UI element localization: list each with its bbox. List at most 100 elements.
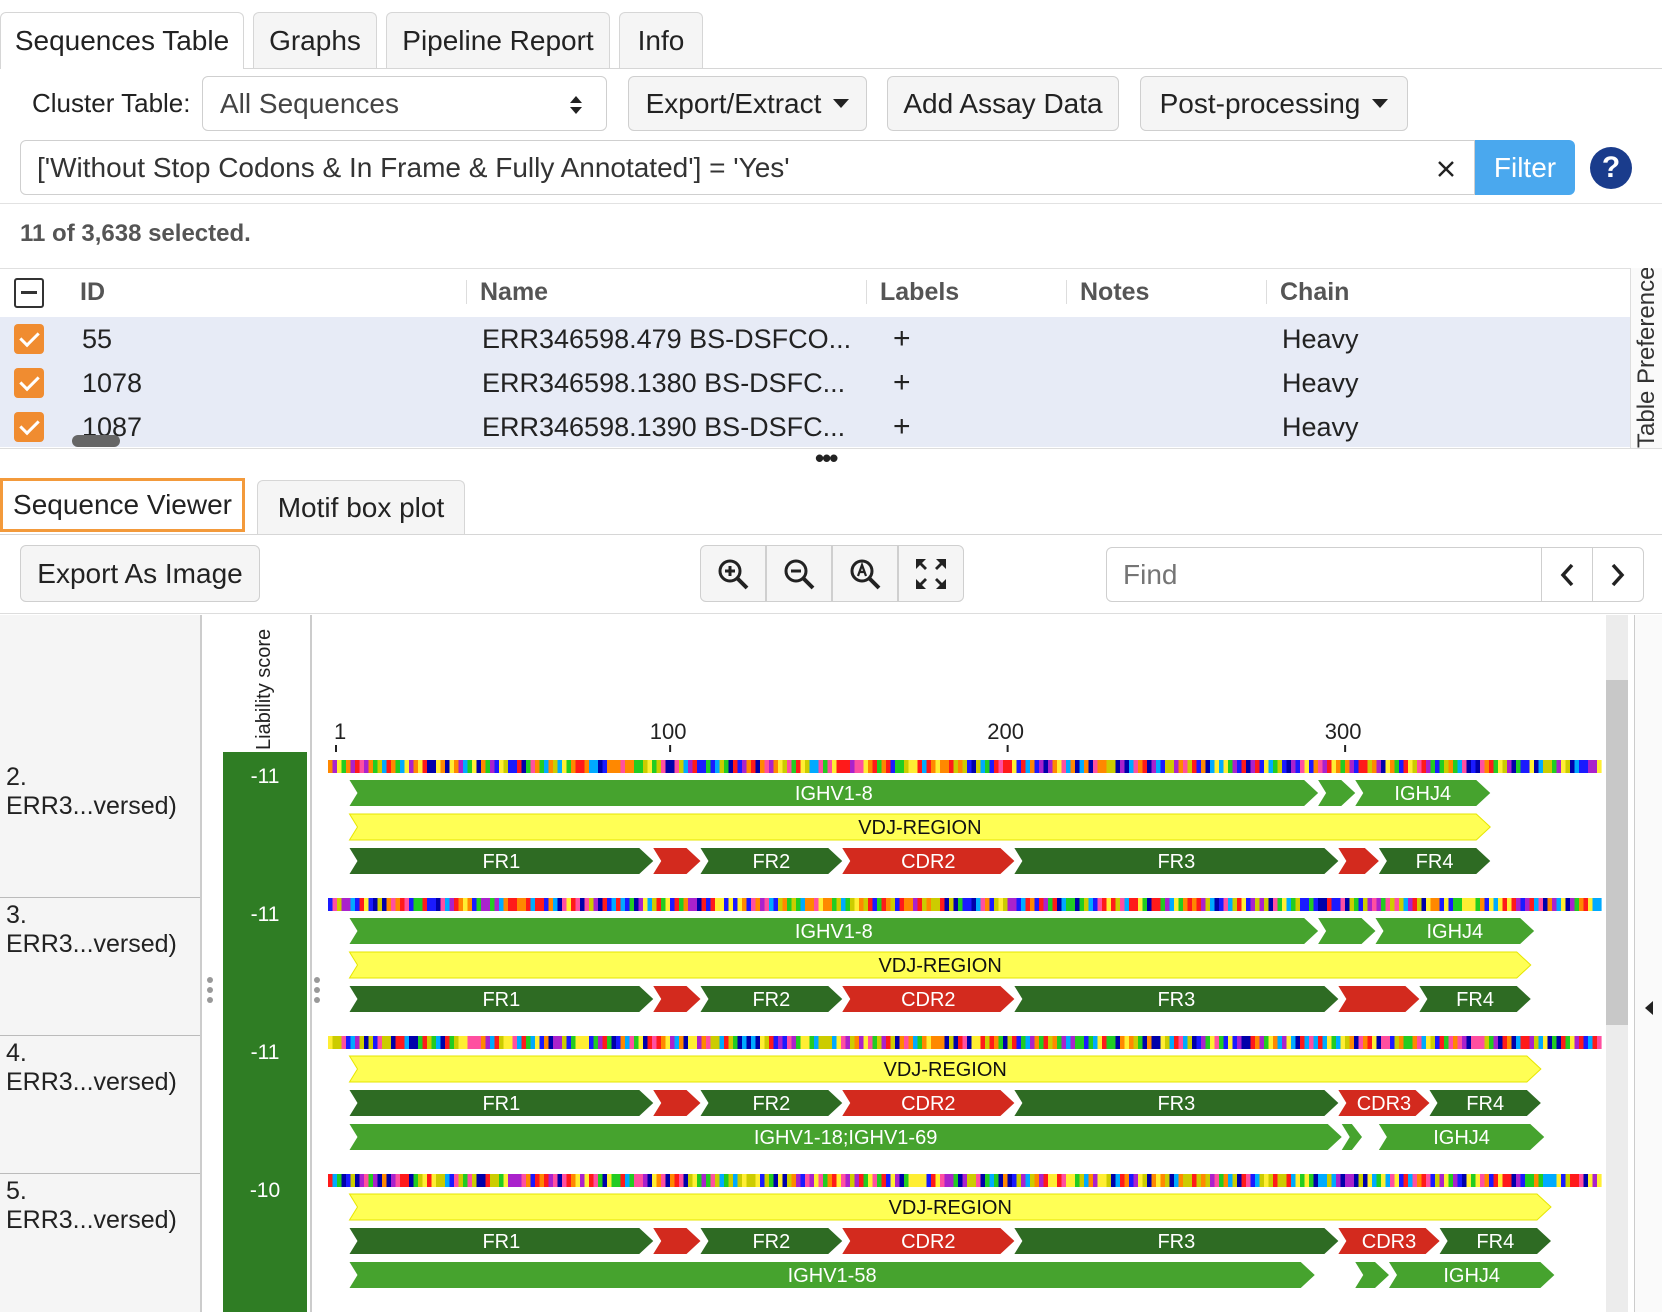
feature-gene[interactable]: [1355, 1262, 1389, 1288]
feature-fr[interactable]: [349, 1228, 654, 1254]
feature-cdr[interactable]: [1338, 986, 1420, 1012]
clear-icon[interactable]: [1436, 159, 1456, 179]
feature-gene[interactable]: [349, 1124, 1342, 1150]
column-resize-handle[interactable]: [206, 975, 214, 1005]
add-label-icon[interactable]: +: [893, 410, 911, 443]
tab-sequence-viewer[interactable]: Sequence Viewer: [0, 478, 245, 532]
row-checkbox[interactable]: [14, 368, 44, 398]
feature-gene[interactable]: [349, 780, 1319, 806]
feature-fr[interactable]: [1014, 1090, 1339, 1116]
table-row[interactable]: 1078 ERR346598.1380 BS-DSFC... + Heavy: [0, 361, 1630, 405]
zoom-in-button[interactable]: [700, 545, 766, 602]
sequence-row[interactable]: IGHV1-8 IGHJ4 VDJ-REGION FR1 FR2 CDR2 FR3 FR4: [328, 898, 1602, 1012]
export-extract-button[interactable]: Export/Extract: [628, 76, 867, 131]
sequence-name[interactable]: 3. ERR3...versed): [6, 901, 177, 958]
feature-gene[interactable]: [1378, 1124, 1545, 1150]
table-row[interactable]: 1087 ERR346598.1390 BS-DSFC... + Heavy: [0, 405, 1630, 447]
sequence-track[interactable]: 1 100 200 300 IGHV1-8 IGHJ4 VDJ-REGION FR1 FR2 CD…: [328, 615, 1603, 1312]
feature-cdr[interactable]: [1338, 1228, 1440, 1254]
feature-gene[interactable]: [349, 1262, 1315, 1288]
table-row[interactable]: 55 ERR346598.479 BS-DSFCO... + Heavy: [0, 317, 1630, 361]
tab-info[interactable]: Info: [619, 12, 703, 68]
feature-fr[interactable]: [700, 986, 843, 1012]
feature-gene[interactable]: [1375, 918, 1535, 944]
filter-query-input[interactable]: ['Without Stop Codons & In Frame & Fully…: [20, 140, 1475, 195]
feature-gene[interactable]: [1341, 1124, 1362, 1150]
feature-cdr[interactable]: [653, 986, 701, 1012]
add-assay-data-button[interactable]: Add Assay Data: [887, 76, 1119, 131]
feature-gene[interactable]: [349, 918, 1319, 944]
table-preferences-panel-toggle[interactable]: Table Preferences: [1630, 268, 1662, 448]
col-header-labels[interactable]: Labels: [880, 278, 960, 306]
feature-fr[interactable]: [700, 848, 843, 874]
export-as-image-button[interactable]: Export As Image: [20, 545, 260, 602]
feature-gene[interactable]: [1318, 780, 1356, 806]
feature-cdr[interactable]: [653, 1090, 701, 1116]
feature-cdr[interactable]: [842, 1090, 1015, 1116]
feature-fr[interactable]: [1014, 986, 1339, 1012]
find-prev-button[interactable]: [1541, 547, 1593, 602]
feature-cdr[interactable]: [1338, 1090, 1430, 1116]
feature-fr[interactable]: [349, 848, 654, 874]
feature-fr[interactable]: [700, 1228, 843, 1254]
tab-graphs[interactable]: Graphs: [253, 12, 377, 68]
feature-cdr[interactable]: [842, 1228, 1015, 1254]
feature-gene[interactable]: [1318, 918, 1376, 944]
feature-cdr[interactable]: [1338, 848, 1379, 874]
splitter-handle[interactable]: •••: [815, 443, 838, 473]
sequence-name[interactable]: 4. ERR3...versed): [6, 1039, 177, 1096]
feature-cdr[interactable]: [653, 1228, 701, 1254]
feature-fr[interactable]: [1014, 1228, 1339, 1254]
panel-splitter[interactable]: •••: [0, 443, 1662, 473]
scrollbar-thumb[interactable]: [1606, 680, 1628, 1025]
col-header-chain[interactable]: Chain: [1280, 278, 1350, 306]
feature-gene[interactable]: [1389, 1262, 1555, 1288]
zoom-out-button[interactable]: [766, 545, 832, 602]
fit-screen-button[interactable]: [898, 545, 964, 602]
side-panel-toggle[interactable]: [1634, 615, 1662, 1312]
feature-vdj[interactable]: [348, 1193, 1552, 1221]
cluster-table-select[interactable]: All Sequences: [202, 76, 607, 131]
feature-cdr[interactable]: [842, 848, 1015, 874]
row-checkbox[interactable]: [14, 412, 44, 442]
col-header-name[interactable]: Name: [480, 278, 549, 306]
feature-fr[interactable]: [349, 1090, 654, 1116]
feature-vdj[interactable]: [348, 951, 1532, 979]
zoom-reset-button[interactable]: [832, 545, 898, 602]
feature-fr[interactable]: [1439, 1228, 1551, 1254]
col-header-id[interactable]: ID: [80, 278, 105, 306]
add-label-icon[interactable]: +: [893, 322, 911, 355]
feature-cdr[interactable]: [842, 986, 1015, 1012]
sequence-name[interactable]: 2. ERR3...versed): [6, 763, 177, 820]
row-checkbox[interactable]: [14, 324, 44, 354]
feature-vdj[interactable]: [348, 1055, 1542, 1083]
help-icon[interactable]: ?: [1590, 147, 1632, 189]
feature-fr[interactable]: [1429, 1090, 1541, 1116]
row-id: 55: [82, 324, 113, 354]
feature-gene[interactable]: [1355, 780, 1491, 806]
feature-cdr[interactable]: [653, 848, 701, 874]
col-header-notes[interactable]: Notes: [1080, 278, 1150, 306]
post-processing-button[interactable]: Post-processing: [1140, 76, 1408, 131]
select-all-checkbox[interactable]: [14, 278, 44, 308]
feature-fr[interactable]: [349, 986, 654, 1012]
sequence-row[interactable]: VDJ-REGION FR1 FR2 CDR2 FR3 CDR3 FR4 IGHV1-18;I…: [328, 1036, 1602, 1150]
feature-fr[interactable]: [1378, 848, 1491, 874]
horizontal-scrollbar[interactable]: [72, 435, 120, 447]
tab-motif-box-plot[interactable]: Motif box plot: [257, 480, 465, 534]
vertical-scrollbar[interactable]: [1606, 615, 1628, 1312]
filter-button[interactable]: Filter: [1475, 140, 1575, 195]
feature-vdj[interactable]: [348, 813, 1491, 841]
tab-sequences-table[interactable]: Sequences Table: [0, 12, 244, 69]
feature-fr[interactable]: [1014, 848, 1339, 874]
column-resize-handle[interactable]: [313, 975, 321, 1005]
tab-pipeline-report[interactable]: Pipeline Report: [386, 12, 610, 68]
sequence-row[interactable]: VDJ-REGION FR1 FR2 CDR2 FR3 CDR3 FR4 IGHV1-58 IG…: [328, 1174, 1602, 1288]
find-next-button[interactable]: [1592, 547, 1644, 602]
find-input[interactable]: [1106, 547, 1542, 602]
feature-fr[interactable]: [1419, 986, 1531, 1012]
sequence-name[interactable]: 5. ERR3...versed): [6, 1177, 177, 1234]
sequence-row[interactable]: IGHV1-8 IGHJ4 VDJ-REGION FR1 FR2 CDR2 FR3 FR4: [328, 760, 1602, 874]
feature-fr[interactable]: [700, 1090, 843, 1116]
add-label-icon[interactable]: +: [893, 366, 911, 399]
